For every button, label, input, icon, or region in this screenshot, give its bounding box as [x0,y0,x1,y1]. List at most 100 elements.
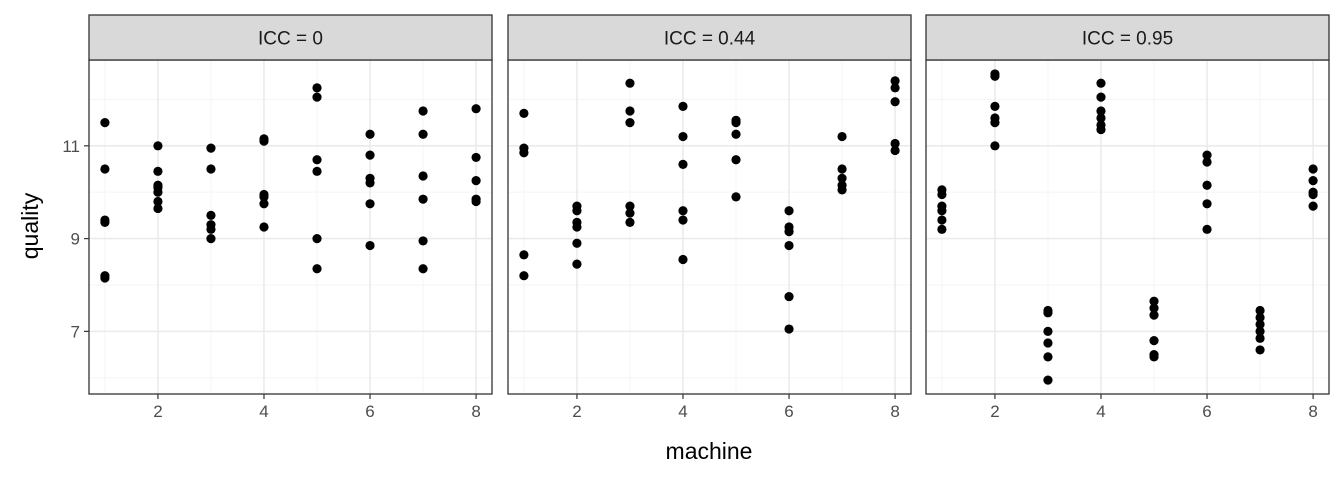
data-point [890,76,900,86]
data-point [625,201,635,211]
data-point [100,164,110,174]
data-point [519,108,529,118]
data-point [572,238,582,248]
data-point [837,185,847,195]
data-point [1043,375,1053,385]
data-point [625,78,635,88]
data-point [1043,352,1053,362]
data-point [1096,92,1106,102]
data-point [1149,296,1159,306]
data-point [937,215,947,225]
data-point [1149,352,1159,362]
y-tick-label: 11 [62,137,80,156]
panel-background [926,60,1329,394]
data-point [1096,78,1106,88]
x-tick-label: 2 [572,402,581,421]
data-point [1308,176,1318,186]
x-tick-label: 4 [1096,402,1105,421]
data-point [937,206,947,216]
data-point [784,291,794,302]
facet-strip [507,14,912,61]
data-point [206,210,216,221]
data-point [990,141,1000,151]
data-point [678,101,688,111]
y-tick-label: 9 [71,230,80,249]
data-point [1043,338,1053,348]
data-point [678,215,688,225]
data-point [625,118,635,128]
data-point [100,217,110,227]
data-point [572,259,582,269]
data-point [259,192,269,202]
facet-strip-label: ICC = 0.95 [1082,29,1173,50]
data-point [153,141,163,151]
data-point [418,194,428,204]
data-point [206,224,216,234]
data-point [206,164,216,174]
data-point [365,150,375,160]
data-point [990,118,1000,128]
data-point [153,196,163,207]
panel-background [89,60,492,394]
data-point [1096,106,1106,116]
data-point [1202,199,1212,209]
data-point [259,199,269,209]
data-point [678,131,688,142]
x-tick-label: 4 [678,402,687,421]
x-tick-label: 8 [890,402,899,421]
data-point [990,71,1000,81]
data-point [206,143,216,153]
data-point [153,166,163,176]
data-point [1308,164,1318,174]
data-point [471,196,481,207]
data-point [519,250,529,260]
data-point [731,192,741,202]
data-point [937,224,947,234]
facet-panel-2: ICC = 0.44 2 4 6 8 [507,14,912,421]
x-tick-label: 6 [784,402,793,421]
x-tick-label: 2 [153,402,162,421]
data-point [365,129,375,139]
y-axis: 7 9 11 [62,137,89,341]
data-point [259,136,269,146]
data-point [259,222,269,232]
data-point [890,138,900,149]
data-point [312,233,322,244]
data-point [1043,308,1053,318]
data-point [784,227,794,237]
data-point [837,173,847,183]
data-point [1202,224,1212,234]
data-point [1096,113,1106,123]
data-point [1308,189,1318,200]
data-point [1149,310,1159,320]
data-point [784,240,794,251]
data-point [1255,305,1265,316]
data-point [312,83,322,93]
facet-strip-label: ICC = 0.44 [664,29,756,50]
data-point [990,101,1000,111]
data-point [471,176,481,186]
data-point [312,92,322,102]
data-point [572,222,582,232]
facet-panels: ICC = 0 2 4 6 8 ICC = 0.44 2 4 6 8 ICC = 0.95 2 4 6 8 [88,14,1330,421]
panel-background [508,60,911,394]
x-tick-label: 6 [1202,402,1211,421]
data-point [312,264,322,274]
x-tick-label: 4 [259,402,268,421]
data-point [365,199,375,209]
data-point [418,264,428,274]
data-point [784,324,794,334]
data-point [471,104,481,114]
data-point [731,129,741,139]
data-point [1202,180,1212,190]
data-point [678,254,688,265]
data-point [519,148,529,158]
data-point [890,145,900,156]
data-point [890,83,900,93]
data-point [365,178,375,188]
y-tick-label: 7 [71,322,80,341]
data-point [418,236,428,246]
x-tick-label: 8 [471,402,480,421]
data-point [937,189,947,200]
